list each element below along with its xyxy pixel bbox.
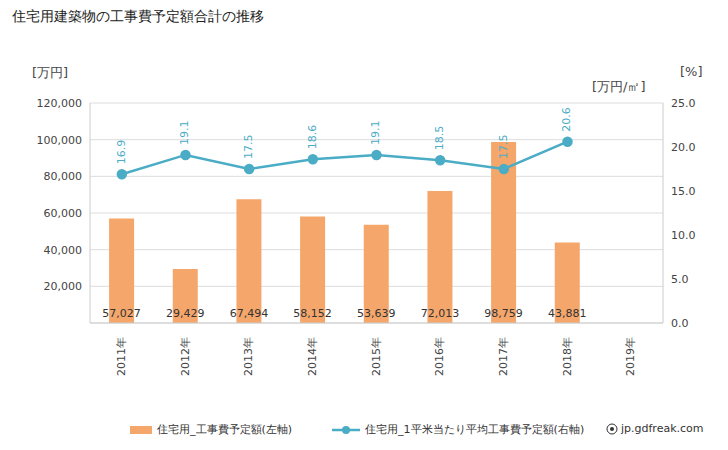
svg-text:43,881: 43,881: [548, 307, 587, 320]
svg-text:25.0: 25.0: [671, 97, 696, 110]
svg-text:2016年: 2016年: [433, 337, 446, 376]
svg-text:72,013: 72,013: [421, 307, 460, 320]
svg-text:2013年: 2013年: [242, 337, 255, 376]
html-text:[万円]: [万円]: [32, 65, 69, 80]
svg-text:20.0: 20.0: [671, 141, 696, 154]
svg-text:2014年: 2014年: [306, 337, 319, 376]
svg-text:15.0: 15.0: [671, 185, 696, 198]
svg-text:2011年: 2011年: [115, 337, 128, 376]
svg-text:19.1: 19.1: [179, 120, 192, 145]
svg-text:18.5: 18.5: [433, 126, 446, 151]
svg-text:17.5: 17.5: [497, 134, 510, 159]
html-text:jp.gdfreak.com: jp.gdfreak.com: [621, 422, 704, 435]
svg-text:120,000: 120,000: [37, 97, 83, 110]
html-text:住宅用_1平米当たり平均工事費予定額(右軸): 住宅用_1平米当たり平均工事費予定額(右軸): [365, 423, 585, 436]
svg-text:58,152: 58,152: [293, 307, 332, 320]
svg-text:18.6: 18.6: [306, 125, 319, 150]
svg-text:20,000: 20,000: [44, 280, 83, 293]
svg-text:20.6: 20.6: [561, 107, 574, 132]
svg-text:2012年: 2012年: [179, 337, 192, 376]
svg-text:98,759: 98,759: [484, 307, 523, 320]
svg-text:2017年: 2017年: [497, 337, 510, 376]
svg-text:0.0: 0.0: [671, 317, 689, 330]
svg-text:2019年: 2019年: [624, 337, 637, 376]
svg-text:53,639: 53,639: [357, 307, 396, 320]
svg-text:2015年: 2015年: [370, 337, 383, 376]
svg-text:29,429: 29,429: [166, 307, 205, 320]
html-text:[万円/㎡]: [万円/㎡]: [592, 79, 646, 94]
html-text:住宅用建築物の工事費予定額合計の推移: 住宅用建築物の工事費予定額合計の推移: [12, 8, 264, 24]
svg-text:60,000: 60,000: [44, 207, 83, 220]
svg-text:40,000: 40,000: [44, 244, 83, 257]
svg-text:16.9: 16.9: [115, 140, 128, 165]
svg-text:100,000: 100,000: [37, 134, 83, 147]
html-text:住宅用_工事費予定額(左軸): 住宅用_工事費予定額(左軸): [157, 423, 293, 436]
svg-text:5.0: 5.0: [671, 273, 689, 286]
svg-text:19.1: 19.1: [370, 120, 383, 145]
svg-text:17.5: 17.5: [242, 134, 255, 159]
svg-text:2018年: 2018年: [561, 337, 574, 376]
svg-text:67,494: 67,494: [230, 307, 269, 320]
svg-text:10.0: 10.0: [671, 229, 696, 242]
svg-text:80,000: 80,000: [44, 170, 83, 183]
svg-text:57,027: 57,027: [102, 307, 141, 320]
